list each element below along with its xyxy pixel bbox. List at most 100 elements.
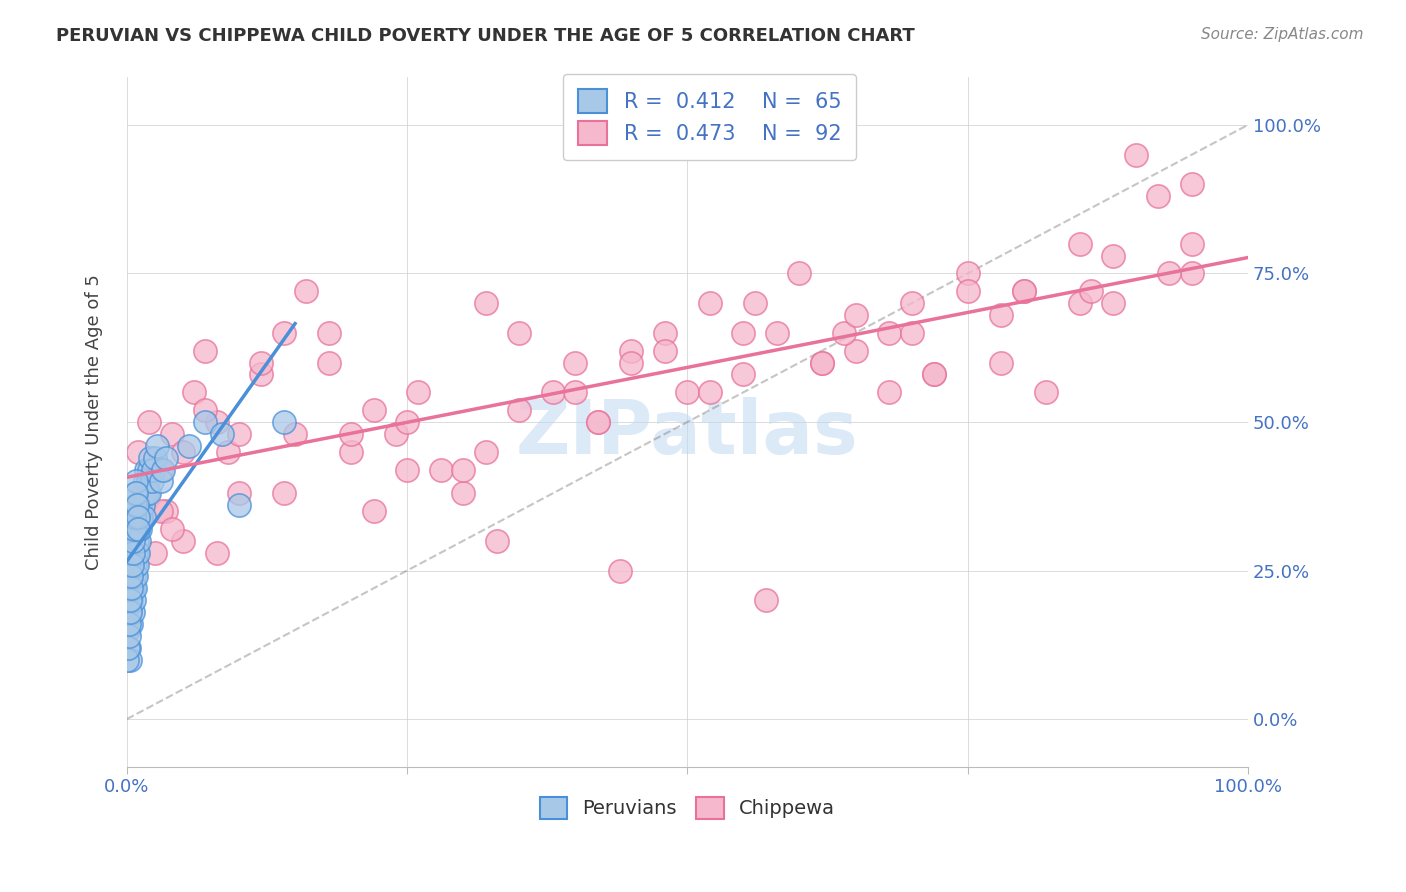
Point [1069,296,1091,310]
Point [586,415,609,429]
Point [217,444,239,458]
Point [124,582,146,596]
Point [152,462,174,476]
Point [1012,285,1035,299]
Point [1102,296,1125,310]
Point [340,444,363,458]
Point [125,498,148,512]
Point [564,385,586,400]
Text: Source: ZipAtlas.com: Source: ZipAtlas.com [1201,27,1364,42]
Point [1069,236,1091,251]
Point [273,326,295,340]
Point [122,593,145,607]
Point [541,385,564,400]
Point [250,368,273,382]
Point [586,415,609,429]
Point [120,653,142,667]
Point [124,558,146,572]
Point [474,296,496,310]
Point [211,426,233,441]
Point [508,403,530,417]
Point [125,558,148,572]
Y-axis label: Child Poverty Under the Age of 5: Child Poverty Under the Age of 5 [86,274,103,570]
Point [1080,285,1102,299]
Point [284,426,307,441]
Point [844,343,866,358]
Point [127,510,149,524]
Point [121,582,143,596]
Point [125,546,148,560]
Point [194,343,217,358]
Point [318,326,340,340]
Point [620,355,643,369]
Point [172,533,194,548]
Point [127,444,149,458]
Point [408,385,430,400]
Point [121,558,143,572]
Point [127,546,149,560]
Point [139,450,162,465]
Point [117,640,139,655]
Point [609,564,631,578]
Point [485,533,508,548]
Point [396,462,419,476]
Point [273,415,295,429]
Point [136,486,159,500]
Point [122,569,145,583]
Point [117,623,139,637]
Text: PERUVIAN VS CHIPPEWA CHILD POVERTY UNDER THE AGE OF 5 CORRELATION CHART: PERUVIAN VS CHIPPEWA CHILD POVERTY UNDER… [56,27,915,45]
Point [194,415,217,429]
Point [1181,178,1204,192]
Point [1181,267,1204,281]
Point [125,533,148,548]
Point [129,522,152,536]
Point [155,504,177,518]
Point [508,326,530,340]
Point [789,267,811,281]
Point [172,444,194,458]
Point [273,486,295,500]
Point [160,426,183,441]
Point [127,522,149,536]
Point [318,355,340,369]
Point [124,486,146,500]
Point [877,326,900,340]
Point [118,617,141,632]
Point [733,326,755,340]
Legend: Peruvians, Chippewa: Peruvians, Chippewa [526,783,849,832]
Point [125,475,148,489]
Point [120,582,142,596]
Point [451,486,474,500]
Point [125,486,148,500]
Point [141,475,163,489]
Point [451,462,474,476]
Point [124,498,146,512]
Point [620,343,643,358]
Point [990,308,1012,322]
Point [922,368,945,382]
Point [135,462,157,476]
Point [143,546,166,560]
Point [1012,285,1035,299]
Point [733,368,755,382]
Text: ZIPatlas: ZIPatlas [516,398,859,470]
Point [1125,147,1147,161]
Point [118,605,141,619]
Point [120,593,142,607]
Point [122,522,145,536]
Point [900,326,922,340]
Point [1159,267,1181,281]
Point [654,343,676,358]
Point [121,522,143,536]
Point [228,486,250,500]
Point [844,308,866,322]
Point [149,475,172,489]
Point [138,462,160,476]
Point [131,510,153,524]
Point [120,593,142,607]
Point [990,355,1012,369]
Point [1181,236,1204,251]
Point [956,285,979,299]
Point [922,368,945,382]
Point [136,475,159,489]
